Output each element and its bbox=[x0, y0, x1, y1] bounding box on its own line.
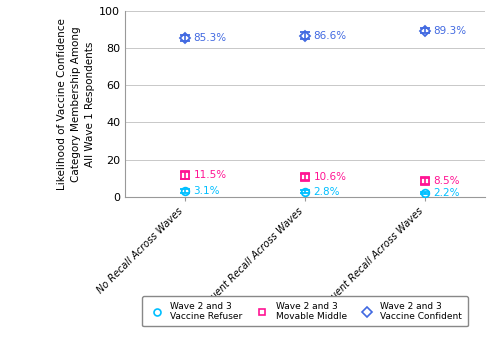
Text: 89.3%: 89.3% bbox=[434, 26, 466, 36]
Text: 2.2%: 2.2% bbox=[434, 188, 460, 198]
Text: 3.1%: 3.1% bbox=[194, 186, 220, 196]
Text: 2.8%: 2.8% bbox=[314, 187, 340, 197]
Text: 86.6%: 86.6% bbox=[314, 31, 346, 41]
Text: 85.3%: 85.3% bbox=[194, 33, 226, 43]
Text: 10.6%: 10.6% bbox=[314, 172, 346, 182]
Text: 11.5%: 11.5% bbox=[194, 170, 226, 180]
Y-axis label: Likelihood of Vaccine Confidence
Category Membership Among
All Wave 1 Respondent: Likelihood of Vaccine Confidence Categor… bbox=[57, 18, 95, 190]
Legend: Wave 2 and 3
Vaccine Refuser, Wave 2 and 3
Movable Middle, Wave 2 and 3
Vaccine : Wave 2 and 3 Vaccine Refuser, Wave 2 and… bbox=[142, 296, 468, 326]
Text: 8.5%: 8.5% bbox=[434, 176, 460, 186]
